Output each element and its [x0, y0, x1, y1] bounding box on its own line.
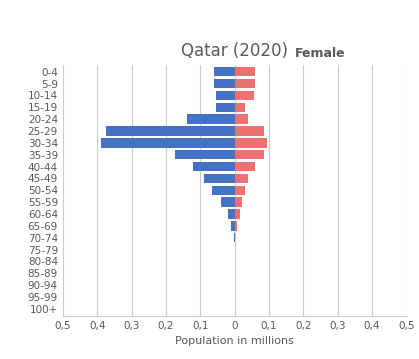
X-axis label: Population in millions: Population in millions	[175, 336, 294, 346]
Bar	[235, 150, 264, 159]
Bar	[228, 209, 235, 219]
Bar	[235, 79, 255, 88]
Bar	[235, 67, 255, 76]
Bar	[235, 115, 248, 124]
Bar	[234, 233, 235, 242]
Bar	[235, 174, 248, 183]
Bar	[235, 103, 245, 112]
Bar	[175, 150, 235, 159]
Bar	[216, 103, 235, 112]
Bar	[235, 126, 264, 136]
Bar	[221, 197, 235, 207]
Bar	[194, 162, 235, 171]
Bar	[186, 115, 235, 124]
Bar	[235, 186, 245, 195]
Bar	[231, 221, 235, 230]
Bar	[101, 138, 235, 148]
Bar	[216, 91, 235, 100]
Text: Female: Female	[295, 47, 346, 60]
Bar	[214, 67, 235, 76]
Bar	[235, 221, 238, 230]
Bar	[235, 162, 255, 171]
Bar	[204, 174, 235, 183]
Bar	[235, 197, 241, 207]
Bar	[214, 79, 235, 88]
Bar	[235, 209, 240, 219]
Bar	[235, 138, 267, 148]
Bar	[235, 91, 253, 100]
Bar	[212, 186, 235, 195]
Bar	[106, 126, 235, 136]
Title: Qatar (2020): Qatar (2020)	[181, 42, 288, 60]
